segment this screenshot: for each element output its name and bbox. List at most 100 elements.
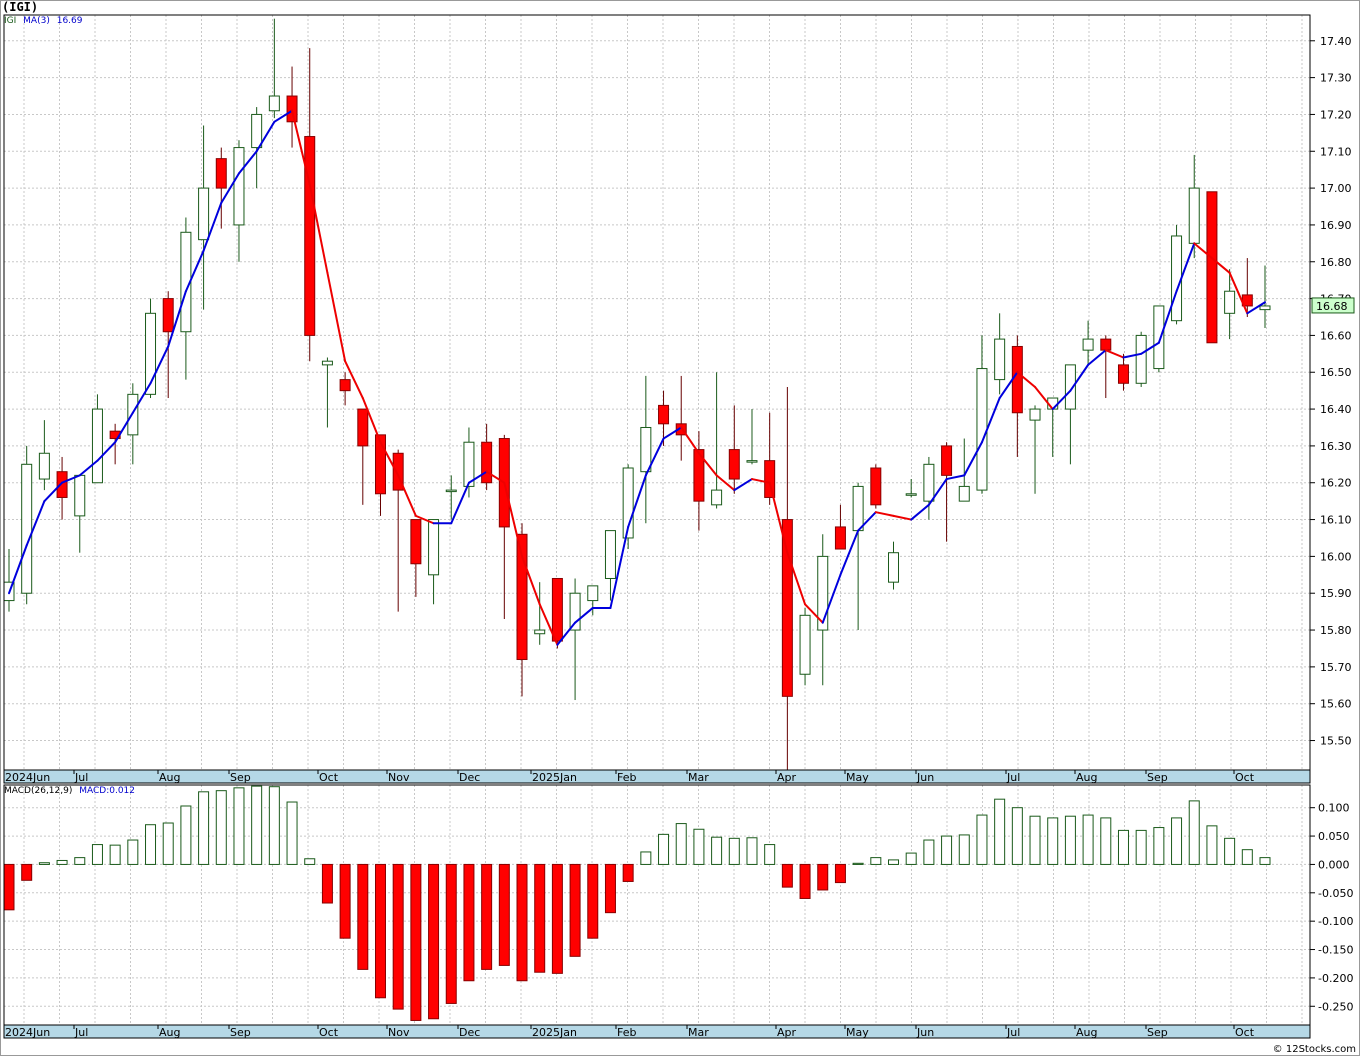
candle-body bbox=[888, 552, 900, 583]
candle bbox=[551, 577, 563, 649]
candle bbox=[834, 504, 846, 550]
candle bbox=[357, 408, 369, 505]
macd-bar bbox=[728, 837, 740, 865]
macd-bar bbox=[198, 791, 210, 865]
macd-x-tick-label: Jul bbox=[74, 1026, 88, 1039]
macd-bar bbox=[852, 862, 864, 865]
macd-bar bbox=[109, 844, 121, 865]
ma-segment bbox=[220, 172, 240, 204]
candle bbox=[1171, 224, 1183, 325]
macd-bar bbox=[941, 835, 953, 865]
candle-body bbox=[604, 530, 616, 579]
candle-body bbox=[481, 441, 493, 484]
legend-ma-value: 16.69 bbox=[56, 16, 83, 26]
price-y-tick-label: 17.10 bbox=[1320, 145, 1352, 158]
candle bbox=[994, 313, 1006, 395]
macd-bar bbox=[21, 863, 33, 881]
candle-body bbox=[268, 95, 280, 112]
candle bbox=[1259, 265, 1271, 329]
candle-body bbox=[1100, 338, 1112, 351]
candle bbox=[534, 582, 546, 645]
macd-bar bbox=[180, 805, 192, 865]
ma-segment bbox=[821, 573, 842, 624]
price-x-tick-label: Jul bbox=[74, 771, 88, 784]
ma-segment bbox=[1228, 271, 1249, 315]
candle bbox=[941, 442, 953, 542]
candle-body bbox=[410, 519, 422, 565]
legend-symbol: IGI bbox=[4, 16, 17, 26]
price-x-tick-label: Jun bbox=[916, 771, 934, 784]
price-x-tick-label: Sep bbox=[230, 771, 251, 784]
price-y-tick-label: 15.80 bbox=[1320, 624, 1352, 637]
macd-bar bbox=[1135, 829, 1147, 865]
macd-x-tick-label: 2024Jun bbox=[5, 1026, 50, 1039]
ma-segment bbox=[609, 525, 630, 609]
ma-segment bbox=[1122, 352, 1143, 359]
macd-bar bbox=[675, 823, 687, 865]
candle-body bbox=[1206, 191, 1218, 344]
candle bbox=[215, 147, 227, 229]
macd-bar bbox=[374, 863, 386, 999]
candle bbox=[1082, 320, 1094, 365]
price-y-tick-label: 17.30 bbox=[1320, 72, 1352, 85]
candle bbox=[711, 372, 723, 509]
macd-bar bbox=[976, 814, 988, 865]
candle-body bbox=[870, 467, 882, 506]
ma-segment bbox=[1246, 301, 1266, 315]
ma-segment bbox=[308, 183, 329, 274]
candle-body bbox=[1082, 338, 1094, 351]
macd-bars bbox=[3, 785, 1271, 1021]
candle-body bbox=[976, 368, 988, 491]
price-x-tick-label: Jul bbox=[1006, 771, 1020, 784]
ma-segment bbox=[379, 441, 400, 477]
candle-body bbox=[392, 452, 404, 491]
macd-x-tick-label: Aug bbox=[159, 1026, 180, 1039]
price-x-tick-label: Oct bbox=[319, 771, 339, 784]
candle bbox=[888, 541, 900, 590]
chart-header-symbol: (IGI) bbox=[2, 0, 39, 14]
ma-segment bbox=[149, 345, 170, 385]
macd-bar bbox=[162, 822, 174, 865]
last-price-tag-group: 16.68 bbox=[1311, 297, 1355, 314]
macd-legend: MACD(26,12,9) MACD:0.012 bbox=[4, 786, 135, 796]
ma-segment bbox=[1193, 242, 1213, 260]
price-x-tick-label: Aug bbox=[1076, 771, 1097, 784]
ma-segment bbox=[78, 459, 99, 477]
macd-bar bbox=[888, 859, 900, 865]
candle-body bbox=[923, 463, 935, 502]
macd-bar bbox=[1029, 815, 1041, 865]
price-x-tick-label: Sep bbox=[1147, 771, 1168, 784]
macd-bar bbox=[91, 844, 103, 865]
candle-body bbox=[1135, 334, 1147, 384]
macd-bar bbox=[958, 834, 970, 865]
macd-bar bbox=[481, 863, 493, 970]
macd-x-tick-label: Feb bbox=[617, 1026, 636, 1039]
candle-body bbox=[1117, 364, 1129, 384]
price-y-tick-label: 16.00 bbox=[1320, 550, 1352, 563]
watermark: © 12Stocks.com bbox=[1272, 1044, 1356, 1055]
candle-body bbox=[1259, 305, 1271, 311]
candle-body bbox=[1188, 187, 1200, 244]
price-x-tick-label: Dec bbox=[459, 771, 480, 784]
price-x-axis-bar bbox=[3, 769, 1311, 784]
ma-segment bbox=[574, 606, 594, 624]
price-grid bbox=[4, 15, 1310, 770]
macd-bar bbox=[463, 863, 475, 982]
macd-bar bbox=[498, 863, 510, 966]
candle-body bbox=[958, 485, 970, 502]
ma-segment bbox=[485, 470, 506, 484]
candle-body bbox=[569, 592, 581, 631]
ma-segment bbox=[804, 603, 824, 624]
ma-segment bbox=[43, 481, 64, 503]
macd-bar bbox=[923, 839, 935, 865]
macd-bar bbox=[551, 863, 563, 974]
macd-bar bbox=[622, 863, 634, 882]
macd-x-tick-label: Aug bbox=[1076, 1026, 1097, 1039]
price-pane-bg bbox=[4, 15, 1310, 770]
candle-body bbox=[445, 489, 457, 493]
price-x-tick-label: May bbox=[846, 771, 869, 784]
ma-segment bbox=[361, 397, 382, 444]
candle-body bbox=[374, 434, 386, 495]
candle-body bbox=[1171, 235, 1183, 322]
price-x-tick-label: Aug bbox=[159, 771, 180, 784]
